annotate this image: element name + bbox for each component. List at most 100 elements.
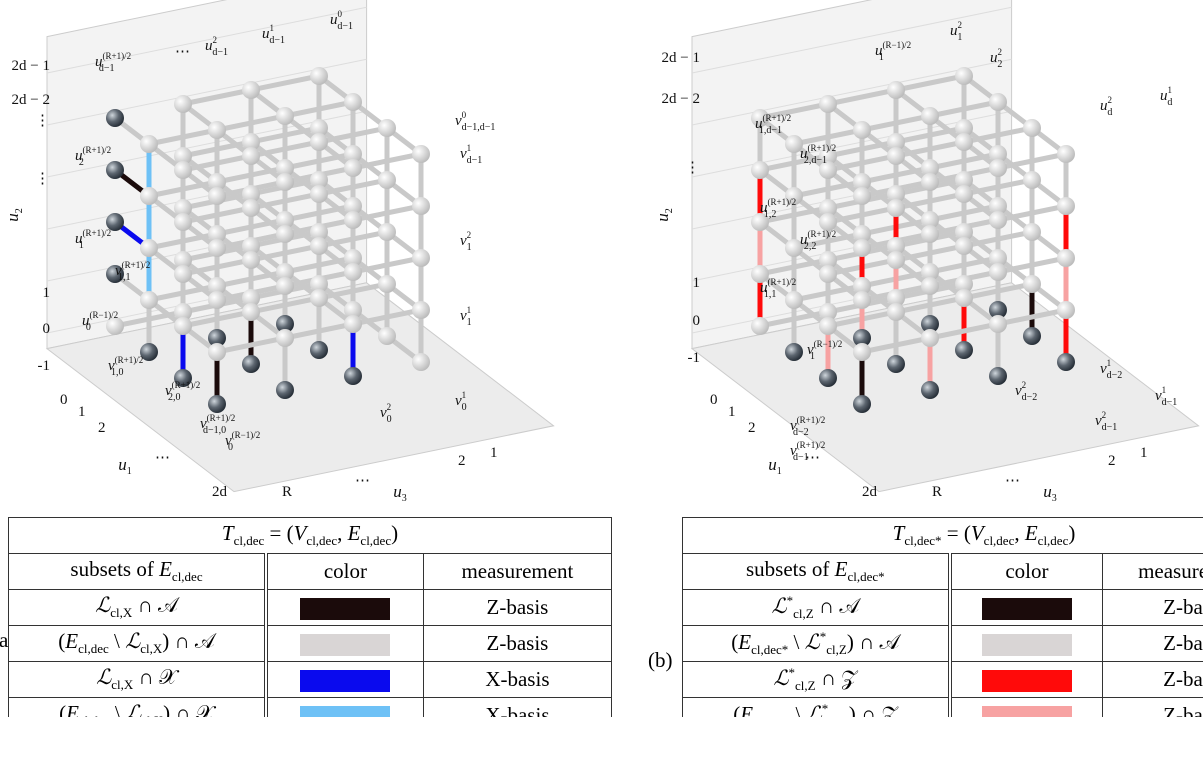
label: u3 <box>1043 482 1057 504</box>
node <box>242 81 260 99</box>
node <box>887 355 905 373</box>
text: , <box>337 521 348 545</box>
superscript: (R+1)/2 <box>797 415 826 425</box>
header-cell: color <box>950 554 1103 590</box>
superscript: (R+1)/2 <box>115 355 144 365</box>
superscript: 1 <box>1162 385 1167 395</box>
node <box>853 187 871 205</box>
superscript: 0 <box>462 110 467 120</box>
symbol: u <box>262 26 270 42</box>
x-tick-label: 2 <box>98 420 106 436</box>
title-row: Tcl,dec* = (Vcl,dec, Ecl,dec) <box>683 518 1203 554</box>
symbol: ℒ <box>126 701 141 717</box>
measurement-cell: Z-basis <box>1103 662 1203 698</box>
measurement-cell: Z-basis <box>1103 626 1203 662</box>
subscript: cl,Z <box>793 606 814 621</box>
text: , <box>1014 521 1025 545</box>
subscript: cl,Z <box>828 714 849 717</box>
node <box>378 275 396 293</box>
text: ) <box>1068 521 1075 545</box>
color-cell <box>266 626 423 662</box>
measurement-cell: Z-basis <box>1103 698 1203 718</box>
text: subsets of <box>746 557 835 581</box>
superscript: 2 <box>1108 95 1113 105</box>
node <box>412 301 430 319</box>
node <box>310 185 328 203</box>
superscript: 2 <box>467 230 472 240</box>
text: ) <box>391 521 398 545</box>
node <box>785 343 803 361</box>
node <box>412 145 430 163</box>
node <box>853 395 871 413</box>
node <box>989 93 1007 111</box>
table-row: ℒcl,X ∩ 𝒳X-basis <box>9 662 612 698</box>
superscript: (R+1)/2 <box>172 380 201 390</box>
node <box>955 67 973 85</box>
subscript: 1,1 <box>764 289 777 300</box>
node <box>887 199 905 217</box>
node <box>208 291 226 309</box>
text: Z-basis <box>487 631 549 655</box>
text: \ <box>110 701 126 717</box>
subscript: d−1 <box>467 155 483 166</box>
measurement-cell: X-basis <box>423 662 611 698</box>
superscript: (R+1)/2 <box>83 145 112 155</box>
text: measurement <box>461 559 573 583</box>
node <box>921 277 939 295</box>
node <box>955 133 973 151</box>
title-row: Tcl,dec = (Vcl,dec, Ecl,dec) <box>9 518 612 554</box>
text: \ <box>790 702 806 717</box>
table-row: (Ecl,dec* \ ℒ*cl,Z) ∩ 𝒜Z-basis <box>683 626 1203 662</box>
y-tick-label: ⋮ <box>35 113 50 129</box>
node <box>955 341 973 359</box>
symbol: E <box>159 557 172 581</box>
z-tick-label: 2 <box>1108 453 1116 469</box>
superscript: (R+1)/2 <box>207 413 236 423</box>
color-swatch <box>300 706 390 717</box>
y-tick-label: ⋮ <box>35 171 50 187</box>
subscript: 3 <box>402 493 407 504</box>
symbol: ℒ <box>773 666 788 690</box>
node <box>378 223 396 241</box>
symbol: T <box>893 521 905 545</box>
node <box>106 109 124 127</box>
table-row: ℒ*cl,Z ∩ 𝒜Z-basis <box>683 590 1203 626</box>
superscript: 0 <box>338 9 343 19</box>
subscript: d−2 <box>1107 370 1123 381</box>
node <box>344 211 362 229</box>
subscript: d−1,0 <box>203 425 226 436</box>
label: u2 <box>653 208 675 222</box>
text: ∩ 𝒳 <box>133 665 177 689</box>
symbol: ℒ <box>771 594 786 618</box>
node <box>921 173 939 191</box>
text: ⋯ <box>175 44 190 60</box>
superscript: (R−1)/2 <box>814 339 843 349</box>
node <box>989 159 1007 177</box>
subscript: d <box>1107 107 1112 118</box>
color-swatch <box>982 670 1072 692</box>
symbol: E <box>740 702 753 717</box>
symbol: V <box>294 521 307 545</box>
subset-cell: ℒ*cl,Z ∩ 𝒜 <box>683 590 950 626</box>
node <box>140 291 158 309</box>
node <box>242 251 260 269</box>
node <box>853 121 871 139</box>
symbol: ℒ <box>96 665 111 689</box>
node <box>242 355 260 373</box>
node <box>887 251 905 269</box>
symbol: ℒ <box>807 702 822 717</box>
color-swatch <box>982 634 1072 656</box>
table-row: ℒ*cl,Z ∩ 𝒵Z-basis <box>683 662 1203 698</box>
x-tick-label: 0 <box>60 392 68 408</box>
node <box>208 343 226 361</box>
x-tick-label: 2d <box>212 484 228 500</box>
superscript: 2 <box>958 20 963 30</box>
subscript: 1 <box>79 240 84 251</box>
node <box>174 213 192 231</box>
z-tick-label: R <box>932 484 942 500</box>
node <box>819 95 837 113</box>
x-tick-label: 0 <box>710 392 718 408</box>
label: u1 <box>768 455 782 477</box>
node <box>242 303 260 321</box>
x-tick-label: 1 <box>78 404 86 420</box>
